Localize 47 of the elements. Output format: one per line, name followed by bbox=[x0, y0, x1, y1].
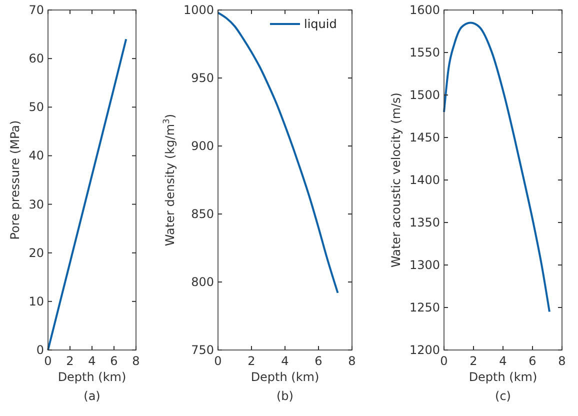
x-axis-title: Depth (km) bbox=[58, 370, 126, 384]
y-axis-title: Pore pressure (MPa) bbox=[8, 120, 22, 240]
y-tick-label: 30 bbox=[28, 197, 44, 212]
y-tick-label: 40 bbox=[28, 148, 44, 163]
text: (c) bbox=[495, 389, 511, 403]
y-tick-label: 1000 bbox=[183, 3, 214, 17]
x-tick-label: 8 bbox=[558, 354, 566, 368]
y-tick-label: 1350 bbox=[409, 216, 440, 230]
y-tick-label: 50 bbox=[28, 100, 44, 114]
x-tick-label: 6 bbox=[110, 354, 118, 368]
y-axis-title: Water acoustic velocity (m/s) bbox=[389, 92, 403, 268]
x-tick-label: 6 bbox=[314, 354, 322, 368]
line-series bbox=[47, 38, 128, 351]
y-tick-label: 1550 bbox=[409, 46, 440, 60]
x-tick-label: 2 bbox=[470, 354, 478, 368]
text: (b) bbox=[276, 389, 294, 403]
y-tick-label: 1500 bbox=[409, 88, 440, 102]
y-tick-label: 0 bbox=[36, 343, 44, 357]
x-axis-title: Depth (km) bbox=[468, 370, 538, 384]
y-tick-label: 1300 bbox=[409, 258, 440, 272]
x-tick-label: 4 bbox=[281, 354, 289, 368]
x-tick-label: 6 bbox=[528, 354, 536, 368]
y-tick-label: 10 bbox=[28, 294, 44, 308]
y-tick-label: 750 bbox=[191, 343, 214, 357]
x-tick-label: 8 bbox=[132, 354, 140, 368]
y-tick-label: 1200 bbox=[409, 343, 440, 357]
y-tick-label: 1250 bbox=[409, 300, 440, 314]
line-series bbox=[217, 12, 339, 294]
x-tick-label: 4 bbox=[499, 354, 507, 368]
y-tick-label: 70 bbox=[28, 3, 44, 17]
y-tick-label: 850 bbox=[191, 207, 214, 221]
y-tick-label: 950 bbox=[191, 71, 214, 85]
y-tick-label: 1450 bbox=[409, 130, 440, 144]
y-tick-label: 800 bbox=[191, 275, 214, 289]
x-axis-title: Depth (km) bbox=[250, 370, 320, 384]
line-series bbox=[443, 22, 550, 313]
y-tick-label: 900 bbox=[191, 139, 214, 153]
x-tick-label: 2 bbox=[66, 354, 74, 368]
x-tick-label: 2 bbox=[248, 354, 256, 368]
y-tick-label: 1400 bbox=[409, 173, 440, 187]
y-tick-label: 20 bbox=[28, 246, 44, 260]
y-tick-label: 60 bbox=[28, 52, 44, 66]
y-tick-label: 1600 bbox=[409, 3, 440, 17]
x-tick-label: 8 bbox=[348, 354, 356, 368]
x-tick-label: 4 bbox=[88, 354, 96, 368]
text: (a) bbox=[84, 389, 100, 403]
legend-label: liquid bbox=[304, 17, 337, 31]
